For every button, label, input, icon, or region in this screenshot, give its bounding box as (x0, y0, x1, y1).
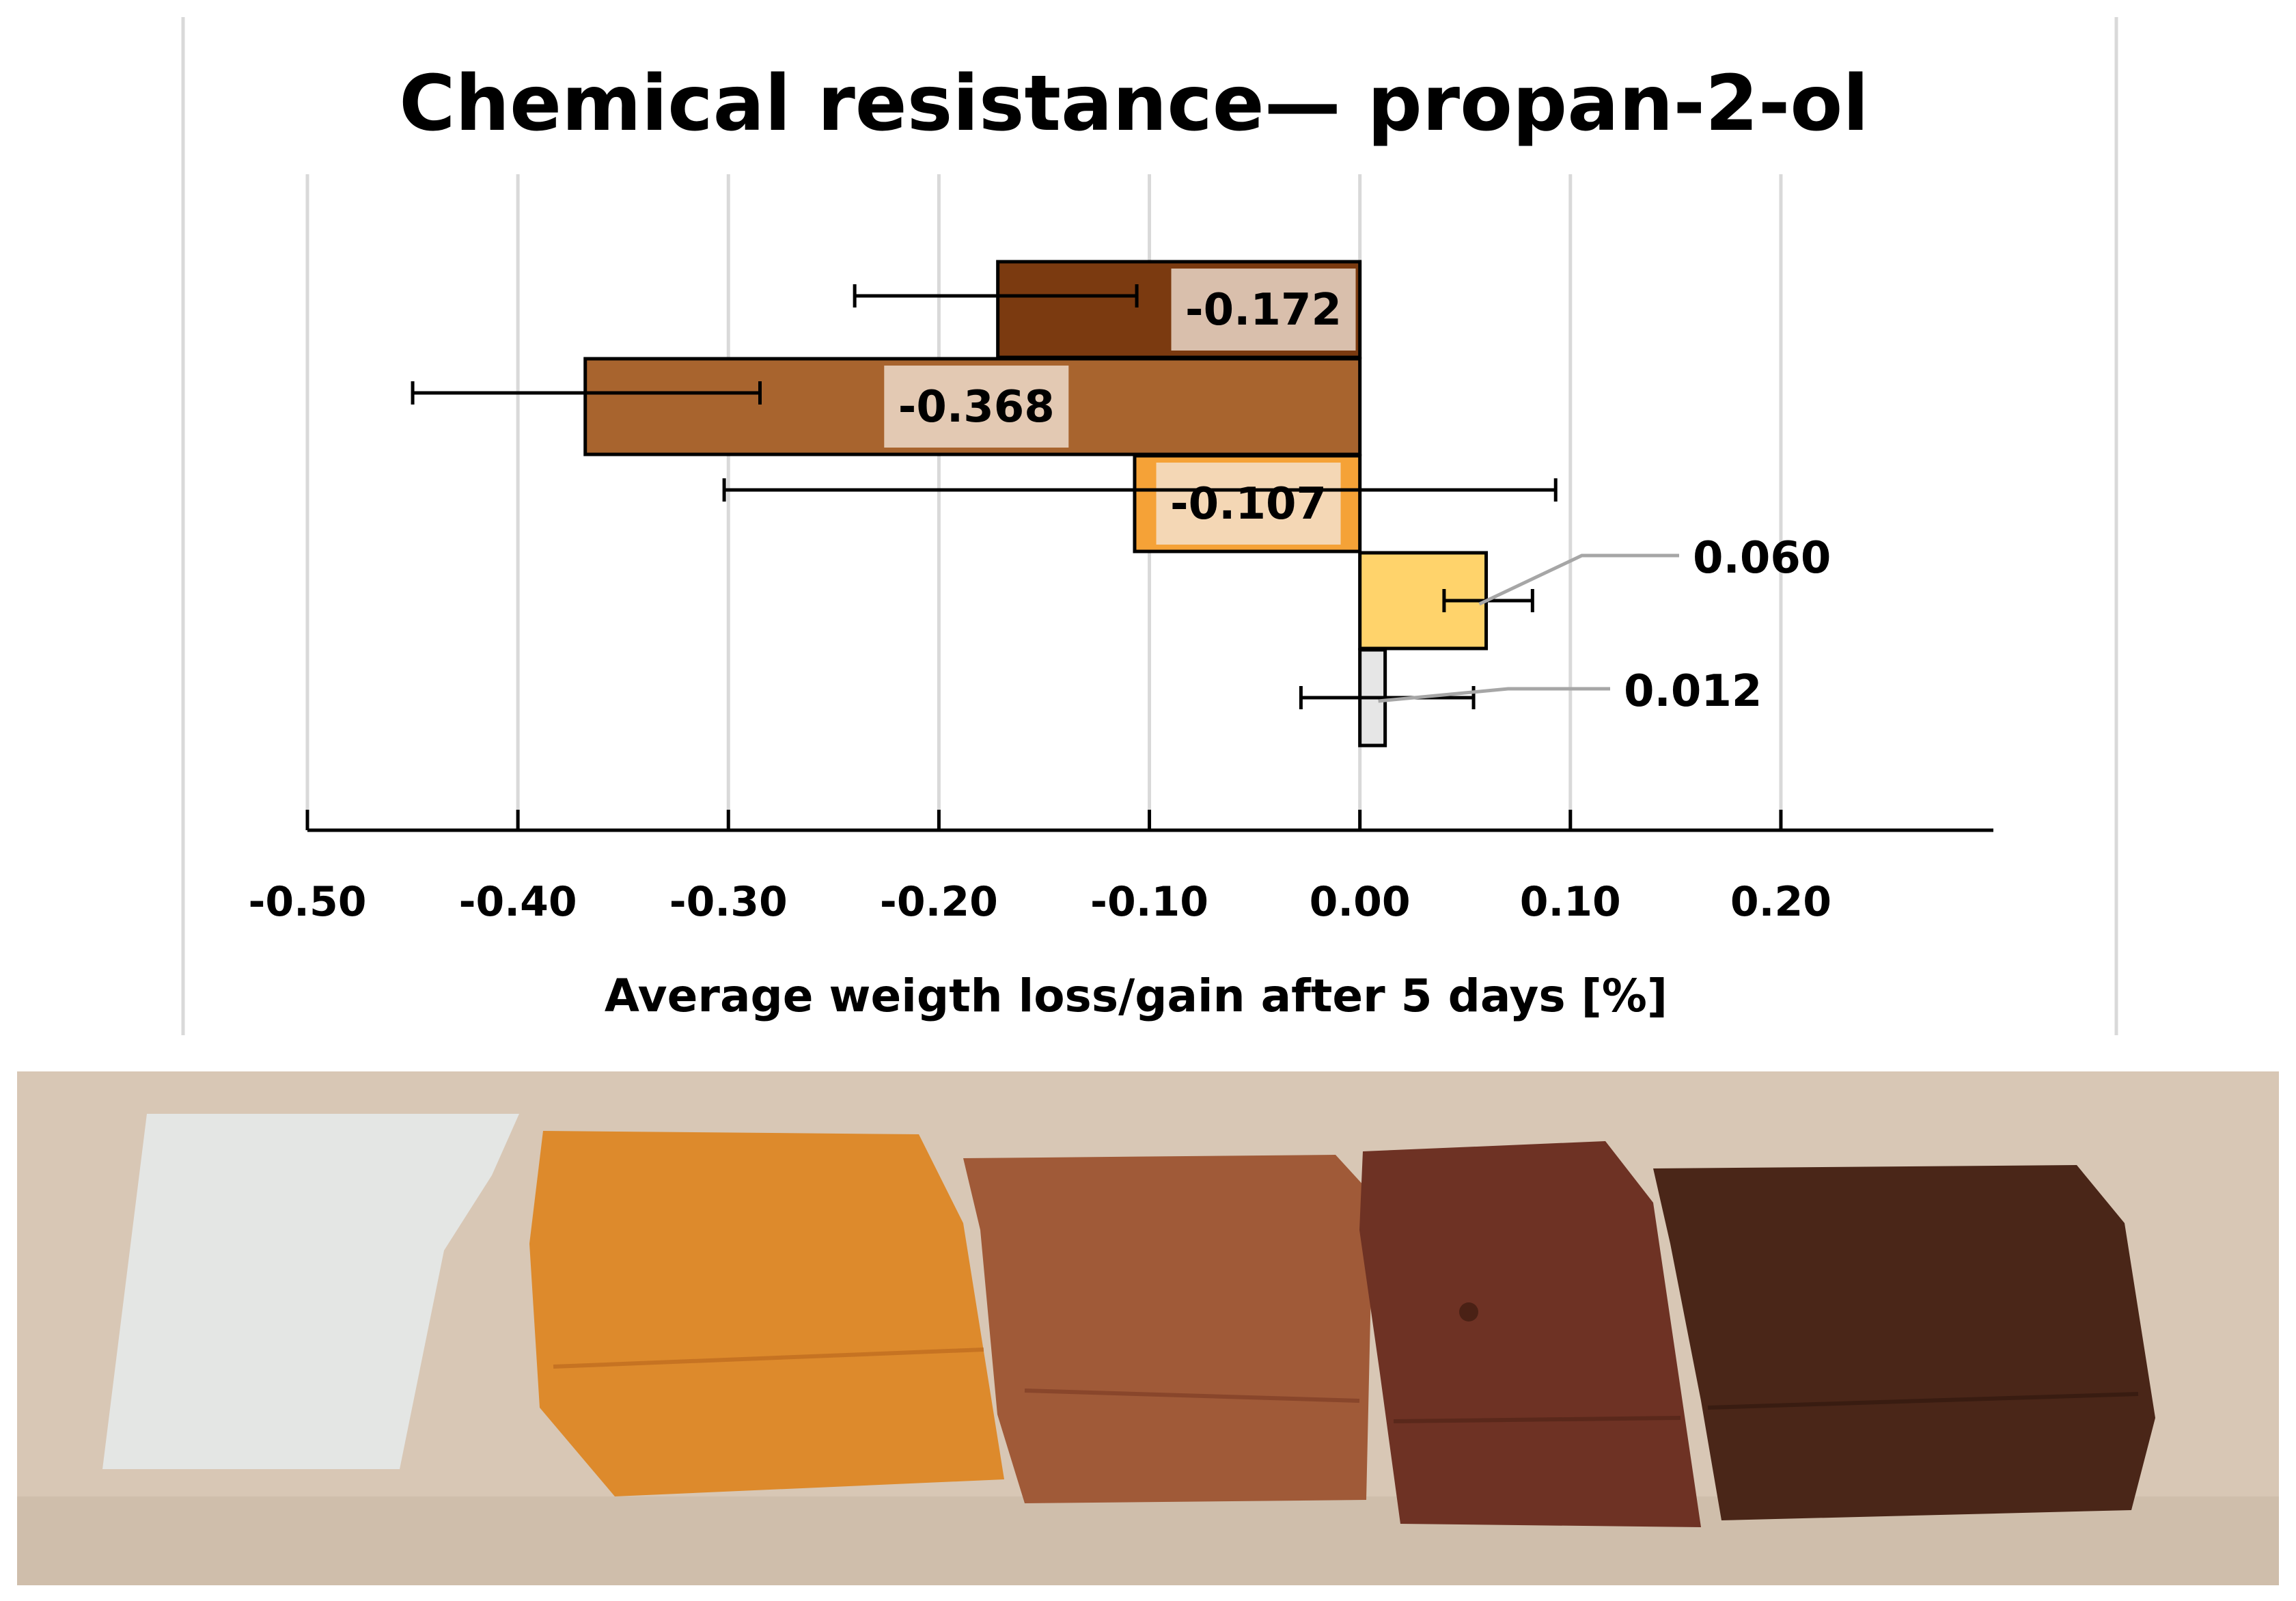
x-tick-label: -0.40 (459, 878, 577, 926)
x-tick-label: 0.00 (1310, 878, 1411, 926)
x-tick-label: -0.50 (249, 878, 367, 926)
leader-line-sample-4 (1478, 553, 1679, 606)
data-label-sample-3: -0.107 (1170, 479, 1327, 530)
data-label-sample-1: -0.172 (1185, 285, 1342, 336)
x-tick-label: -0.30 (669, 878, 788, 926)
data-label-box-sample-1 (1171, 269, 1356, 351)
x-tick-label: -0.10 (1090, 878, 1208, 926)
label-boxes (884, 269, 1356, 545)
x-tick-labels: -0.50 -0.40 -0.30 -0.20 -0.10 0.00 0.10 0.20 (249, 878, 1831, 926)
data-label-sample-5: 0.012 (1624, 666, 1762, 717)
leader-lines (1378, 553, 1679, 703)
block-4-seam (1393, 1416, 1681, 1423)
sample-block-brown (1359, 1141, 1701, 1527)
sample-block-orange (529, 1131, 1004, 1496)
sample-block-dark-brown (1653, 1165, 2155, 1520)
block-3-seam (1024, 1388, 1360, 1403)
leader-line-sample-5 (1378, 687, 1610, 703)
x-ticks (305, 810, 1783, 830)
sample-block-white (102, 1114, 519, 1469)
error-bars (411, 284, 1558, 709)
data-label-box-sample-2 (884, 366, 1069, 448)
chart-title: Chemical resistance— propan-2-ol (399, 59, 1869, 148)
sample-photo (17, 1071, 2279, 1585)
sample-block-light-brown (963, 1155, 1373, 1503)
block-5-seam (1707, 1392, 2139, 1410)
x-axis-title: Average weigth loss/gain after 5 days [%… (605, 970, 1668, 1022)
data-label-sample-4: 0.060 (1693, 533, 1831, 584)
x-tick-label: 0.10 (1520, 878, 1621, 926)
block-2-seam (553, 1347, 984, 1369)
block-4-hole (1459, 1302, 1478, 1322)
data-label-sample-2: -0.368 (898, 382, 1055, 433)
x-tick-label: 0.20 (1730, 878, 1831, 926)
data-labels: -0.172 -0.368 -0.107 0.060 0.012 (898, 285, 1831, 717)
x-tick-label: -0.20 (880, 878, 998, 926)
data-label-box-sample-3 (1156, 463, 1341, 545)
